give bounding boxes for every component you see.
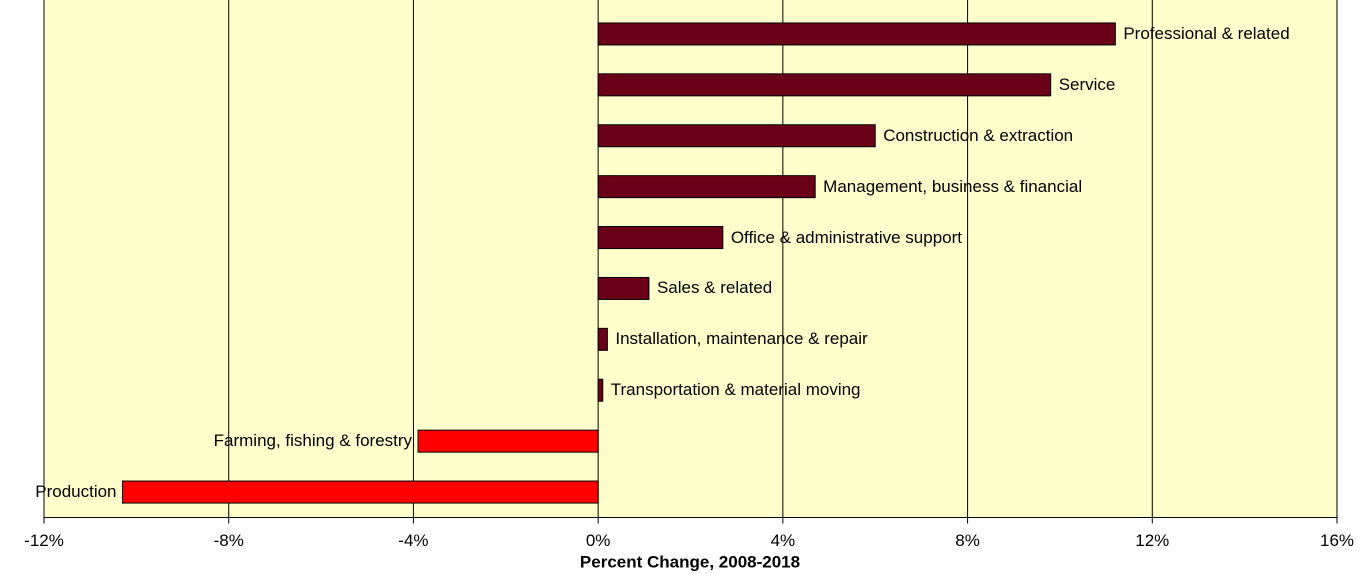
x-tick-label: 4%: [771, 531, 796, 550]
category-label: Management, business & financial: [823, 176, 1083, 196]
category-label: Farming, fishing & forestry: [213, 431, 413, 451]
x-tick-label: 8%: [955, 531, 980, 550]
category-label: Construction & extraction: [883, 125, 1074, 145]
x-tick-label: -12%: [24, 531, 64, 550]
bar: [597, 22, 1116, 46]
category-label: Sales & related: [656, 278, 773, 298]
bar: [597, 378, 604, 402]
category-label: Service: [1058, 74, 1116, 94]
category-label: Office & administrative support: [730, 227, 962, 247]
bar: [122, 480, 599, 504]
x-tick-label: -8%: [214, 531, 244, 550]
bar: [417, 429, 599, 453]
category-label: Installation, maintenance & repair: [615, 329, 868, 349]
bar: [597, 124, 876, 148]
category-label: Transportation & material moving: [610, 380, 861, 400]
x-tick-label: -4%: [398, 531, 428, 550]
category-label: Professional & related: [1123, 23, 1290, 43]
bar: [597, 276, 650, 300]
bar: [597, 73, 1052, 97]
x-tick-label: 16%: [1320, 531, 1354, 550]
x-axis-title: Percent Change, 2008-2018: [580, 552, 800, 571]
bar: [597, 226, 724, 250]
category-label: Production: [35, 482, 117, 502]
x-tick-label: 0%: [586, 531, 611, 550]
bar: [597, 175, 816, 199]
x-tick-label: 12%: [1135, 531, 1169, 550]
bar: [597, 327, 608, 351]
